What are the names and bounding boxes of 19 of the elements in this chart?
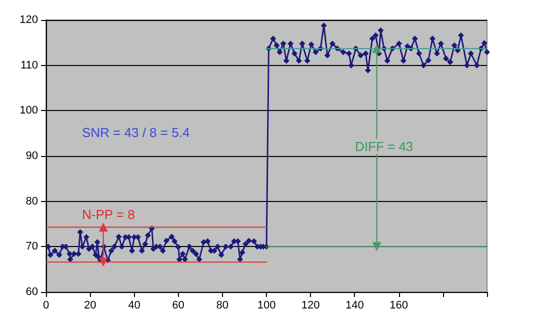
annotation: N-PP = 8 <box>82 207 135 222</box>
y-tick-label: 120 <box>20 14 38 26</box>
x-tick-label: 80 <box>216 300 229 312</box>
y-tick-label: 110 <box>20 59 38 72</box>
x-tick-label: 60 <box>172 300 184 312</box>
y-tick-label: 100 <box>20 104 38 117</box>
y-tick-label: 80 <box>26 195 38 208</box>
y-tick-label: 60 <box>26 286 38 298</box>
x-tick-label: 160 <box>390 300 408 312</box>
x-tick-label: 100 <box>257 300 276 312</box>
annotation: SNR = 43 / 8 = 5.4 <box>82 125 190 140</box>
x-tick-label: 20 <box>84 300 96 312</box>
y-tick-label: 90 <box>26 150 38 162</box>
annotation: DIFF = 43 <box>355 139 414 154</box>
x-tick-label: 140 <box>346 300 364 312</box>
x-tick-label: 40 <box>128 300 140 312</box>
x-tick-label: 0 <box>42 300 50 312</box>
y-tick-label: 70 <box>26 240 38 253</box>
x-tick-label: 120 <box>301 300 320 312</box>
